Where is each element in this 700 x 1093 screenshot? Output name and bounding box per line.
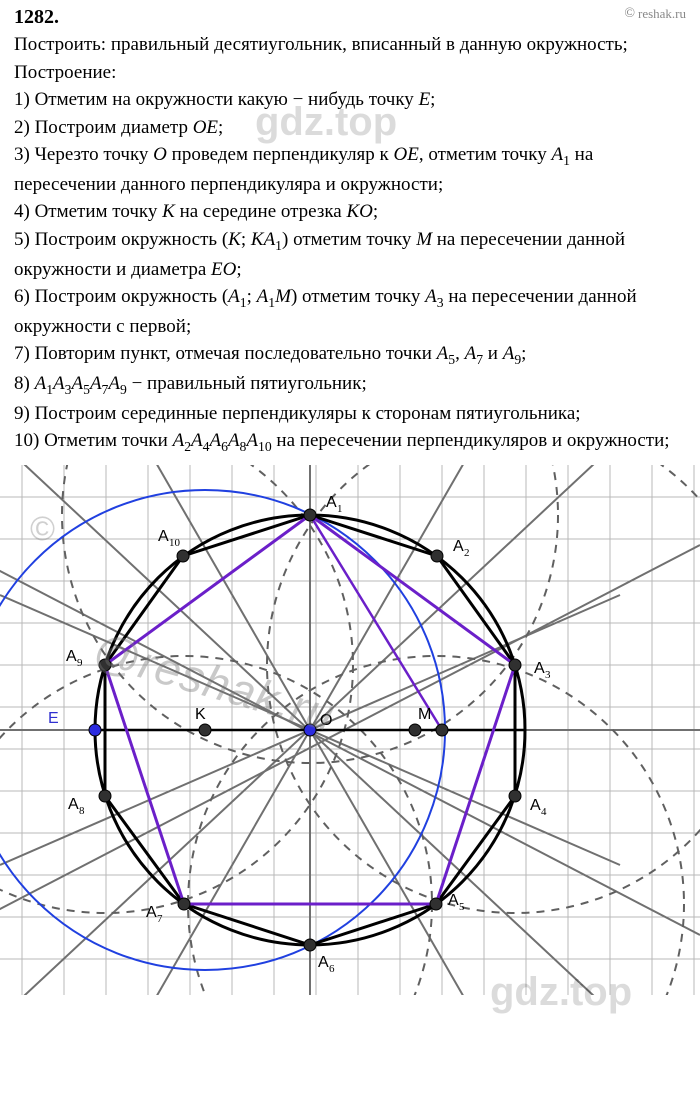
svg-text:9: 9 bbox=[77, 657, 83, 669]
construction-label: Построение: bbox=[14, 59, 686, 87]
problem-number: 1282. bbox=[14, 6, 59, 29]
svg-text:A: A bbox=[530, 797, 541, 814]
svg-text:1: 1 bbox=[337, 503, 343, 515]
svg-text:10: 10 bbox=[169, 537, 181, 549]
construction-step: 3) Черезто точку O проведем перпендикуля… bbox=[14, 141, 686, 198]
svg-text:A: A bbox=[146, 904, 157, 921]
construction-step: 6) Построим окружность (A1; A1M) отметим… bbox=[14, 283, 686, 340]
geometry-diagram: © @reshak.ru OEKMA1A2A3A4A5A6A7A8A9A10 bbox=[0, 465, 700, 995]
site-name: reshak.ru bbox=[638, 6, 686, 22]
svg-text:A: A bbox=[158, 528, 169, 545]
construction-step: 5) Построим окружность (K; KA1) отметим … bbox=[14, 226, 686, 283]
svg-text:8: 8 bbox=[79, 805, 85, 817]
task-label: Построить: bbox=[14, 34, 106, 55]
construction-step: 9) Построим серединные перпендикуляры к … bbox=[14, 400, 686, 428]
svg-text:7: 7 bbox=[157, 913, 163, 925]
svg-text:A: A bbox=[326, 494, 337, 511]
svg-text:5: 5 bbox=[459, 901, 465, 913]
svg-text:A: A bbox=[318, 954, 329, 971]
construction-step: 7) Повторим пункт, отмечая последователь… bbox=[14, 340, 686, 370]
svg-text:M: M bbox=[418, 706, 431, 723]
svg-text:A: A bbox=[453, 538, 464, 555]
construction-step: 10) Отметим точки A2A4A6A8A10 на пересеч… bbox=[14, 427, 686, 457]
svg-text:3: 3 bbox=[545, 669, 551, 681]
svg-text:6: 6 bbox=[329, 963, 335, 975]
construction-step: 4) Отметим точку K на середине отрезка K… bbox=[14, 198, 686, 226]
svg-text:A: A bbox=[68, 796, 79, 813]
task-text: правильный десятиугольник, вписанный в д… bbox=[111, 34, 628, 55]
svg-text:O: O bbox=[320, 712, 332, 729]
copyright-icon: © bbox=[624, 6, 635, 22]
svg-text:K: K bbox=[195, 706, 206, 723]
diagram-copyright-icon: © bbox=[30, 510, 55, 549]
svg-text:A: A bbox=[534, 660, 545, 677]
svg-text:4: 4 bbox=[541, 806, 547, 818]
problem-text: Построить: правильный десятиугольник, вп… bbox=[0, 29, 700, 465]
svg-text:2: 2 bbox=[464, 547, 470, 559]
construction-step: 2) Построим диаметр OE; bbox=[14, 114, 686, 142]
construction-step: 1) Отметим на окружности какую − нибудь … bbox=[14, 86, 686, 114]
svg-text:E: E bbox=[48, 710, 59, 727]
construction-step: 8) A1A3A5A7A9 − правильный пятиугольник; bbox=[14, 370, 686, 400]
svg-text:A: A bbox=[448, 892, 459, 909]
site-credit: © reshak.ru bbox=[624, 6, 686, 22]
svg-text:A: A bbox=[66, 648, 77, 665]
